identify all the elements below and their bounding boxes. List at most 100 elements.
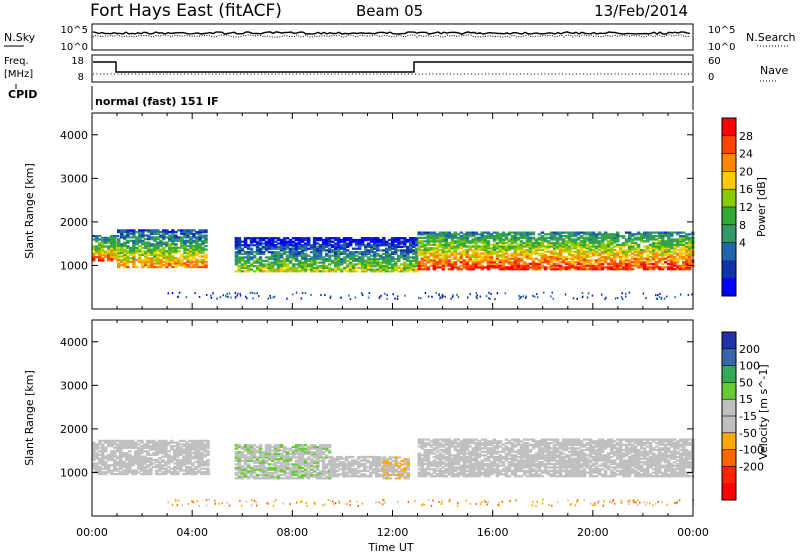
power-cell xyxy=(135,238,139,241)
velocity-cell xyxy=(152,452,156,455)
power-cell xyxy=(426,252,431,255)
power-cell xyxy=(306,258,311,261)
power-cell xyxy=(261,259,266,263)
power-cell xyxy=(561,261,566,264)
velocity-cell xyxy=(240,475,245,478)
power-cell xyxy=(276,237,281,240)
velocity-cell xyxy=(444,452,449,455)
power-cell xyxy=(391,238,395,242)
velocity-cell xyxy=(400,468,404,471)
power-cell xyxy=(415,265,419,268)
power-cell xyxy=(513,254,518,257)
power-cell xyxy=(483,236,488,239)
power-cell xyxy=(627,247,632,250)
velocity-cell xyxy=(140,448,144,451)
velocity-cell xyxy=(324,445,329,449)
velocity-cell xyxy=(182,460,186,463)
power-cell xyxy=(101,238,105,241)
power-cell xyxy=(654,235,659,238)
power-cell xyxy=(240,259,245,263)
power-cell xyxy=(657,240,662,243)
power-cell xyxy=(159,255,163,258)
power-cell xyxy=(426,248,431,252)
power-cell xyxy=(670,257,674,260)
power-cell xyxy=(540,254,545,257)
power-cell xyxy=(264,237,269,240)
power-cell xyxy=(123,251,127,255)
power-cell xyxy=(477,245,482,248)
velocity-cell xyxy=(146,443,150,446)
power-cell xyxy=(624,241,629,245)
velocity-cell xyxy=(267,463,272,466)
power-cell xyxy=(685,254,689,257)
velocity-cell xyxy=(285,477,290,480)
power-cell xyxy=(165,258,169,262)
velocity-cell xyxy=(119,462,123,465)
power-cell xyxy=(415,251,419,254)
power-cell xyxy=(357,251,362,254)
power-cell xyxy=(333,251,338,254)
power-cell xyxy=(276,266,281,270)
velocity-cell xyxy=(264,454,269,457)
power-cell xyxy=(477,248,482,252)
velocity-cell xyxy=(131,457,135,460)
velocity-cell xyxy=(237,461,242,464)
power-cell xyxy=(192,229,196,232)
power-scatter-point xyxy=(550,295,552,298)
power-cell xyxy=(642,233,647,236)
power-cell xyxy=(471,241,476,245)
power-cell xyxy=(549,235,554,238)
power-cell xyxy=(522,252,527,255)
power-cell xyxy=(660,243,665,246)
power-cell xyxy=(519,236,524,239)
power-cell xyxy=(688,233,692,236)
power-cell xyxy=(318,249,323,252)
power-cell xyxy=(480,257,485,260)
power-cell xyxy=(534,245,539,248)
velocity-cell xyxy=(252,470,257,473)
power-cell xyxy=(303,244,308,247)
power-cell xyxy=(345,256,350,259)
velocity-cell xyxy=(363,473,367,476)
power-cell xyxy=(144,243,148,246)
velocity-cell xyxy=(324,449,329,452)
power-cell xyxy=(585,240,590,243)
power-cell xyxy=(279,266,284,270)
power-cell xyxy=(555,243,560,246)
velocity-cell xyxy=(116,450,120,453)
power-cell xyxy=(576,238,581,241)
power-cell xyxy=(555,268,560,271)
power-cell xyxy=(555,252,560,255)
power-cell xyxy=(657,241,662,245)
power-cell xyxy=(273,263,278,266)
velocity-cell xyxy=(426,461,431,464)
power-cell xyxy=(624,238,629,241)
power-cell xyxy=(618,262,623,266)
power-cell xyxy=(489,248,494,252)
power-cell xyxy=(276,265,281,268)
power-cell xyxy=(447,233,452,236)
power-cell xyxy=(234,245,239,249)
velocity-cell xyxy=(92,443,96,446)
power-scatter-point xyxy=(536,293,538,296)
power-cell xyxy=(537,266,542,269)
velocity-cell xyxy=(176,458,180,462)
power-cell xyxy=(567,262,572,266)
power-cell xyxy=(297,252,302,256)
power-cell xyxy=(636,233,641,236)
power-scatter-point xyxy=(249,291,252,294)
power-cell xyxy=(382,252,386,256)
velocity-cell xyxy=(447,457,452,460)
power-cell xyxy=(276,254,281,257)
power-cell xyxy=(324,258,329,261)
power-cell xyxy=(682,255,686,259)
power-cell xyxy=(101,241,105,245)
power-cell xyxy=(345,245,350,249)
power-cell xyxy=(415,270,419,273)
power-cell xyxy=(688,254,692,257)
power-cell xyxy=(234,256,239,259)
power-cell xyxy=(379,261,383,264)
power-cell xyxy=(165,260,169,263)
power-cell xyxy=(576,231,581,234)
velocity-cell xyxy=(382,470,386,473)
